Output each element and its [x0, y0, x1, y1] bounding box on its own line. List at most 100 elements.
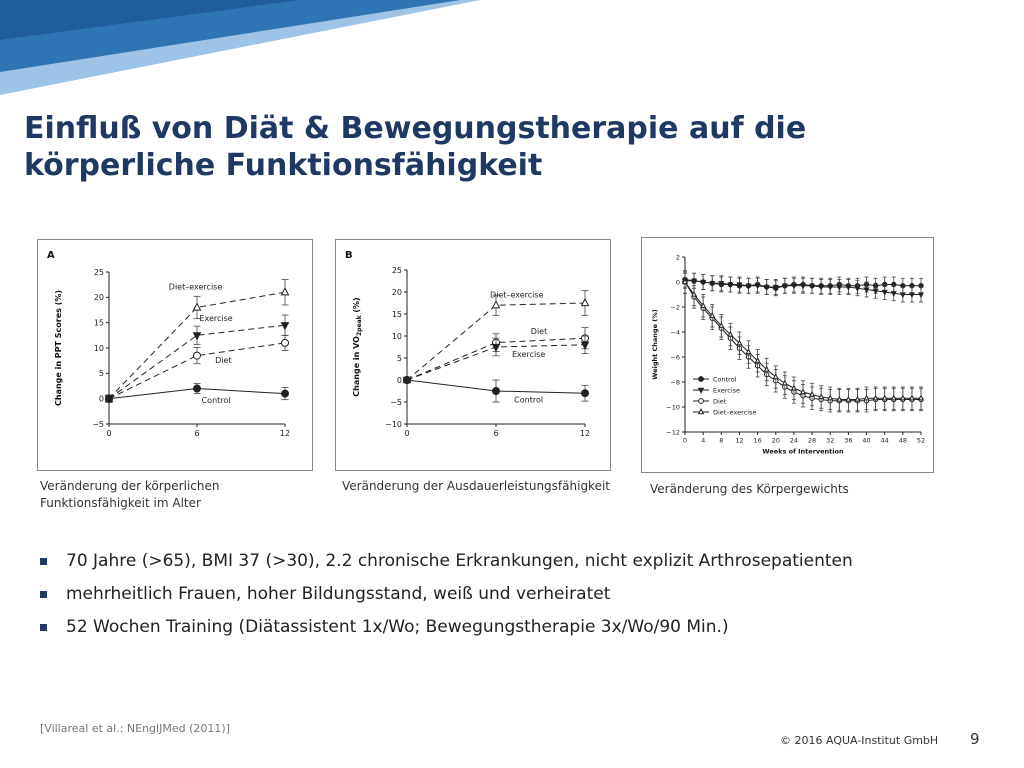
data-point: [917, 394, 925, 401]
data-point: [700, 279, 707, 286]
x-axis-label: Weeks of Intervention: [762, 448, 844, 456]
data-point: [854, 286, 861, 292]
x-tick-label: 12: [580, 429, 590, 438]
data-point: [917, 292, 925, 299]
series-line-diet-exercise: [108, 291, 286, 400]
data-point: [863, 394, 870, 401]
data-point: [863, 287, 870, 294]
x-tick-label: 12: [735, 437, 743, 445]
y-tick-label: 20: [94, 293, 104, 302]
data-point: [772, 373, 779, 380]
series-label: Diet–exercise: [490, 290, 544, 299]
caption-vo2: Veränderung der Ausdauerleistungsfähigke…: [342, 478, 610, 495]
series-line-diet: [406, 337, 586, 381]
data-point: [281, 389, 289, 398]
data-point: [799, 388, 807, 395]
data-point: [845, 284, 852, 291]
series-label: Diet–exercise: [169, 283, 223, 292]
data-point: [790, 384, 797, 391]
data-point: [818, 393, 825, 400]
data-point: [763, 284, 770, 291]
caption-vo2-line-1: Veränderung der Ausdauerleistungsfähigke…: [342, 479, 611, 493]
y-tick-label: 2: [676, 253, 680, 261]
data-point: [280, 322, 290, 331]
data-point: [781, 283, 788, 290]
y-tick-label: 15: [392, 310, 402, 319]
data-point: [492, 387, 500, 395]
data-point: [691, 278, 698, 285]
data-point: [709, 312, 716, 318]
x-tick-label: 48: [899, 437, 907, 445]
bullet-square-icon: [40, 558, 47, 565]
legend-marker: [697, 387, 705, 394]
x-tick-label: 28: [808, 437, 816, 445]
series-exercise: [681, 272, 925, 303]
y-tick-label: −6: [670, 353, 680, 361]
data-point: [700, 302, 707, 308]
data-point: [845, 395, 852, 402]
y-tick-label: 15: [94, 318, 104, 327]
data-point: [799, 283, 807, 290]
data-point: [836, 284, 843, 291]
y-axis-label: Weight Change (%): [651, 309, 659, 379]
series-label: Diet: [531, 327, 547, 336]
data-point: [881, 394, 888, 401]
slide-title: Einfluß von Diät & Bewegungstherapie auf…: [24, 110, 924, 184]
y-axis-label: Change in PPT Scores (%): [54, 290, 63, 406]
series-line-diet-exercise: [406, 302, 586, 381]
x-tick-label: 0: [404, 429, 409, 438]
y-tick-label: 5: [99, 369, 104, 378]
data-point: [790, 283, 797, 290]
x-tick-label: 0: [683, 437, 687, 445]
caption-ppt-line-2: Funktionsfähigkeit im Alter: [40, 496, 201, 510]
data-point: [745, 283, 752, 290]
series-label: Diet: [215, 356, 231, 365]
y-axis-label: Change in VO2peak (%): [352, 297, 363, 396]
data-point: [192, 332, 202, 341]
series-label: Control: [202, 396, 231, 405]
data-point: [736, 339, 743, 346]
legend-entry: Diet–exercise: [693, 408, 756, 417]
legend-label: Diet: [713, 398, 727, 406]
legend-marker: [698, 398, 704, 404]
data-point: [827, 284, 834, 291]
data-point: [890, 394, 897, 401]
x-tick-label: 44: [881, 437, 889, 445]
bullet-text: 52 Wochen Training (Diätassistent 1x/Wo;…: [66, 617, 729, 637]
data-point: [580, 297, 590, 307]
data-point: [890, 291, 897, 297]
x-tick-label: 52: [917, 437, 925, 445]
data-point: [899, 292, 906, 299]
series-control: [105, 383, 289, 403]
x-tick-label: 40: [862, 437, 870, 445]
chart-frame: [37, 239, 313, 471]
data-point: [281, 338, 289, 347]
data-point: [809, 390, 816, 397]
slide-title-line-1: Einfluß von Diät & Bewegungstherapie auf…: [24, 111, 807, 146]
data-point: [193, 384, 201, 393]
y-tick-label: −12: [666, 428, 680, 436]
legend-entry: Diet: [693, 398, 727, 406]
x-tick-label: 6: [194, 429, 199, 438]
bullet-square-icon: [40, 591, 47, 598]
y-tick-label: −4: [670, 328, 680, 336]
series-label: Control: [514, 395, 543, 404]
series-line-diet: [108, 342, 286, 400]
data-point: [581, 389, 589, 398]
data-point: [827, 394, 834, 401]
data-point: [727, 330, 734, 337]
series-label: Exercise: [512, 350, 545, 359]
caption-weight-line-1: Veränderung des Körpergewichts: [650, 482, 849, 496]
data-point: [709, 281, 716, 287]
y-tick-label: 0: [397, 376, 402, 385]
data-point: [836, 395, 843, 402]
data-point: [899, 394, 906, 401]
y-tick-label: 25: [94, 268, 104, 277]
bullet-square-icon: [40, 624, 47, 631]
data-point: [745, 348, 752, 355]
bullet-list: 70 Jahre (>65), BMI 37 (>30), 2.2 chroni…: [40, 545, 1000, 644]
data-point: [754, 357, 761, 363]
series-label: Exercise: [199, 314, 232, 323]
